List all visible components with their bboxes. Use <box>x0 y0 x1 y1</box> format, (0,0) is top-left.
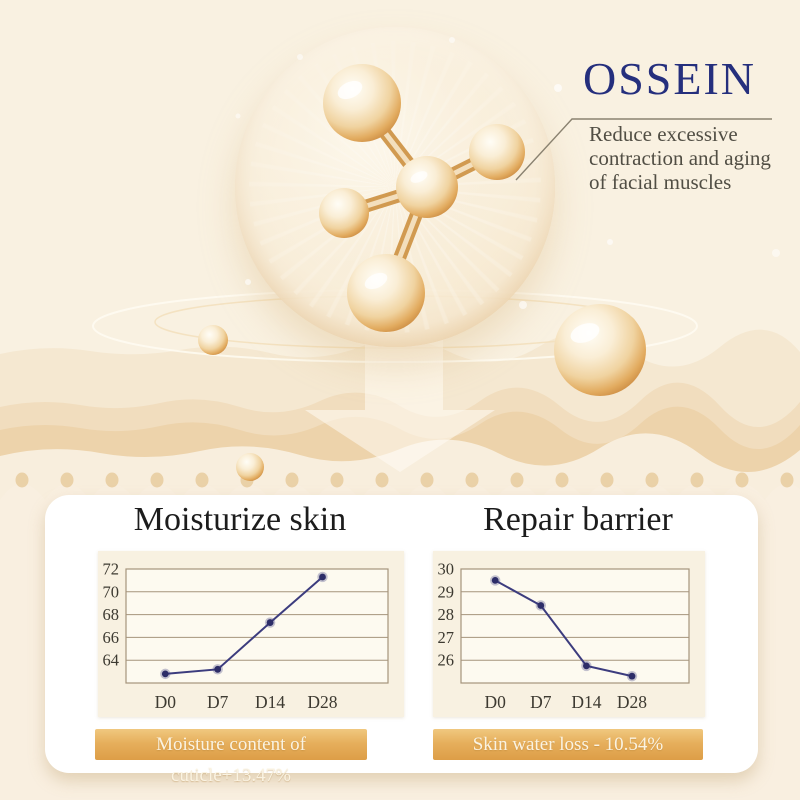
chart-moisturize-skin: 64 66 68 70 72 D0 D7 D14 D28 <box>98 551 404 717</box>
description-line: of facial muscles <box>589 170 732 194</box>
svg-text:28: 28 <box>438 605 455 624</box>
svg-text:68: 68 <box>103 605 120 624</box>
droplets <box>198 304 646 481</box>
svg-text:D7: D7 <box>207 692 229 712</box>
description-line: contraction and aging <box>589 146 771 170</box>
svg-text:72: 72 <box>103 560 120 579</box>
svg-text:66: 66 <box>103 628 120 647</box>
svg-text:27: 27 <box>438 628 455 647</box>
chart-repair-barrier: 26 27 28 29 30 D0 D7 D14 D28 <box>433 551 705 717</box>
droplet-tiny <box>236 453 264 481</box>
svg-text:64: 64 <box>103 651 120 670</box>
svg-text:D0: D0 <box>155 692 177 712</box>
svg-text:D28: D28 <box>307 692 337 712</box>
svg-text:D7: D7 <box>530 692 552 712</box>
callout-line <box>515 118 772 181</box>
svg-text:70: 70 <box>103 582 120 601</box>
section-title-moisturize: Moisturize skin <box>133 501 347 538</box>
ingredient-description: Reduce excessive contraction and aging o… <box>589 122 794 194</box>
svg-text:D14: D14 <box>255 692 285 712</box>
section-title-repair: Repair barrier <box>483 501 673 538</box>
svg-text:30: 30 <box>438 560 455 579</box>
stat-badge-moisture: Moisture content of cuticle+13.47% <box>95 729 367 786</box>
svg-text:D28: D28 <box>617 692 647 712</box>
ingredient-title: OSSEIN <box>583 53 757 104</box>
molecule-atoms <box>319 64 525 332</box>
droplet-small-left <box>198 325 228 355</box>
sparkle-dots <box>235 37 780 309</box>
description-line: Reduce excessive <box>589 122 738 146</box>
svg-text:D14: D14 <box>571 692 601 712</box>
results-card: Moisturize skin Repair barrier 64 66 68 70 7… <box>45 495 758 786</box>
svg-text:26: 26 <box>438 651 455 670</box>
svg-text:D0: D0 <box>485 692 507 712</box>
svg-text:29: 29 <box>438 582 455 601</box>
droplet-large-right <box>554 304 646 396</box>
stat-badge-water-loss: Skin water loss - 10.54% <box>433 729 703 760</box>
